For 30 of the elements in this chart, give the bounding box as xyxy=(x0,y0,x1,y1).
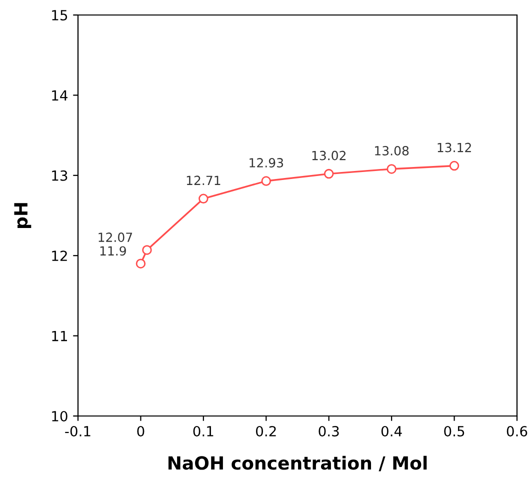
data-label: 13.12 xyxy=(438,142,471,152)
point xyxy=(261,176,272,186)
x-tick-label: 0.1 xyxy=(193,426,214,436)
point xyxy=(386,164,396,174)
x-tick-label: 0.6 xyxy=(506,426,528,436)
data-label: 12.07 xyxy=(98,232,132,242)
data-label: 12.71 xyxy=(186,176,220,185)
y-tick-label: 13 xyxy=(52,170,68,181)
x-tick-label: 0.3 xyxy=(318,426,339,436)
x-axis-title: NaOH concentration / Mol xyxy=(168,456,427,472)
data-label: 13.08 xyxy=(375,146,409,156)
y-tick-label: 14 xyxy=(52,90,68,100)
y-tick-label: 11 xyxy=(52,330,67,342)
x-tick-label: 0 xyxy=(137,426,144,436)
data-label: 12.93 xyxy=(250,158,284,168)
x-tick-label: 0.5 xyxy=(444,426,464,436)
y-axis-title: pH xyxy=(14,203,32,228)
y-tick-label: 15 xyxy=(52,10,68,20)
point xyxy=(198,194,208,204)
y-tick-label: 10 xyxy=(52,410,68,422)
data-label: 11.9 xyxy=(100,246,126,256)
point xyxy=(449,160,460,171)
point xyxy=(142,245,152,255)
point xyxy=(324,168,334,179)
y-tick-label: 12 xyxy=(52,250,67,261)
point xyxy=(136,258,146,268)
x-tick-label: 0.4 xyxy=(381,426,402,436)
x-tick-label: -0.1 xyxy=(65,426,90,436)
x-tick-label: 0.2 xyxy=(256,426,276,436)
data-label: 13.02 xyxy=(312,150,346,160)
